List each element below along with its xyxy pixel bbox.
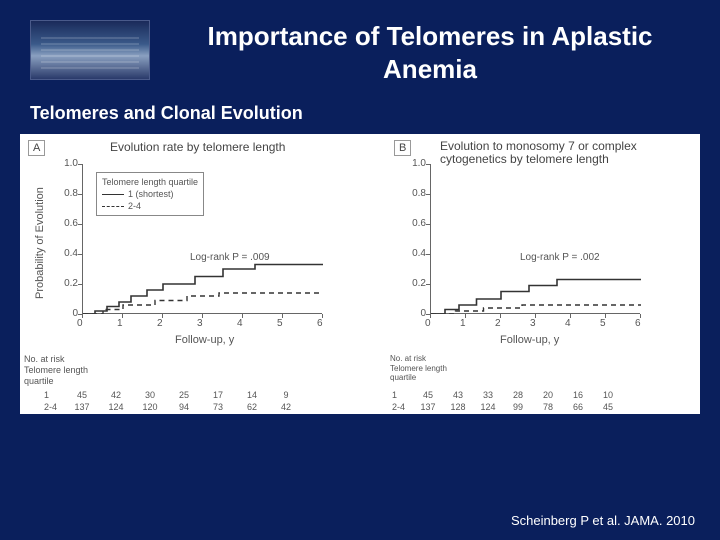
xtick: 4 — [237, 318, 243, 329]
xtick: 6 — [317, 318, 323, 329]
xtick: 4 — [565, 318, 571, 329]
risk-row-name: 2-4 — [392, 402, 405, 413]
ytick: 0.4 — [404, 248, 426, 259]
ytick: 0.8 — [56, 188, 78, 199]
subplot-a: A Evolution rate by telomere length Prob… — [20, 134, 380, 414]
ytick: 0.2 — [404, 278, 426, 289]
panel-b-title: Evolution to monosomy 7 or complex cytog… — [440, 140, 690, 166]
ytick: 1.0 — [56, 158, 78, 169]
xtick: 3 — [530, 318, 536, 329]
legend-item-2: 2-4 — [128, 200, 141, 212]
panel-b-lines — [431, 164, 641, 314]
citation: Scheinberg P et al. JAMA. 2010 — [511, 513, 695, 528]
ytick: 0.8 — [404, 188, 426, 199]
panel-a-risk-label: No. at risk Telomere length quartile — [24, 354, 88, 386]
panel-b-xlabel: Follow-up, y — [500, 334, 559, 346]
risk-row-name: 1 — [44, 390, 49, 401]
panel-a-xlabel: Follow-up, y — [175, 334, 234, 346]
xtick: 5 — [600, 318, 606, 329]
panel-a-annotation: Log-rank P = .009 — [190, 252, 270, 263]
ytick: 0.6 — [56, 218, 78, 229]
xtick: 2 — [157, 318, 163, 329]
ytick: 1.0 — [404, 158, 426, 169]
ytick: 0 — [404, 308, 426, 319]
xtick: 3 — [197, 318, 203, 329]
ytick: 0.2 — [56, 278, 78, 289]
panel-a-ylabel: Probability of Evolution — [34, 187, 46, 299]
ytick: 0 — [56, 308, 78, 319]
risk-row: 13712812499786645 — [413, 402, 623, 412]
xtick: 5 — [277, 318, 283, 329]
xtick: 1 — [460, 318, 466, 329]
slide-title: Importance of Telomeres in Aplastic Anem… — [170, 20, 690, 85]
xtick: 1 — [117, 318, 123, 329]
ytick: 0.4 — [56, 248, 78, 259]
xtick: 0 — [77, 318, 83, 329]
ytick: 0.6 — [404, 218, 426, 229]
xtick: 2 — [495, 318, 501, 329]
xtick: 6 — [635, 318, 641, 329]
legend-title: Telomere length quartile — [102, 176, 198, 188]
risk-row: 45433328201610 — [413, 390, 623, 400]
slide-subtitle: Telomeres and Clonal Evolution — [0, 95, 720, 134]
panel-a-legend: Telomere length quartile 1 (shortest) 2-… — [96, 172, 204, 216]
legend-item-1: 1 (shortest) — [128, 188, 174, 200]
risk-row: 4542302517149 — [65, 390, 303, 400]
subplot-b: B Evolution to monosomy 7 or complex cyt… — [390, 134, 700, 414]
risk-row-name: 1 — [392, 390, 397, 401]
risk-row: 13712412094736242 — [65, 402, 303, 412]
risk-row-name: 2-4 — [44, 402, 57, 413]
panel-b-plotbox — [430, 164, 640, 314]
panel-a-title: Evolution rate by telomere length — [110, 140, 285, 154]
figure-panel: A Evolution rate by telomere length Prob… — [20, 134, 700, 414]
panel-b-label: B — [394, 140, 411, 156]
xtick: 0 — [425, 318, 431, 329]
panel-b-risk-label: No. at risk Telomere length quartile — [390, 354, 447, 383]
panel-a-label: A — [28, 140, 45, 156]
panel-b-annotation: Log-rank P = .002 — [520, 252, 600, 263]
building-logo — [30, 20, 150, 80]
